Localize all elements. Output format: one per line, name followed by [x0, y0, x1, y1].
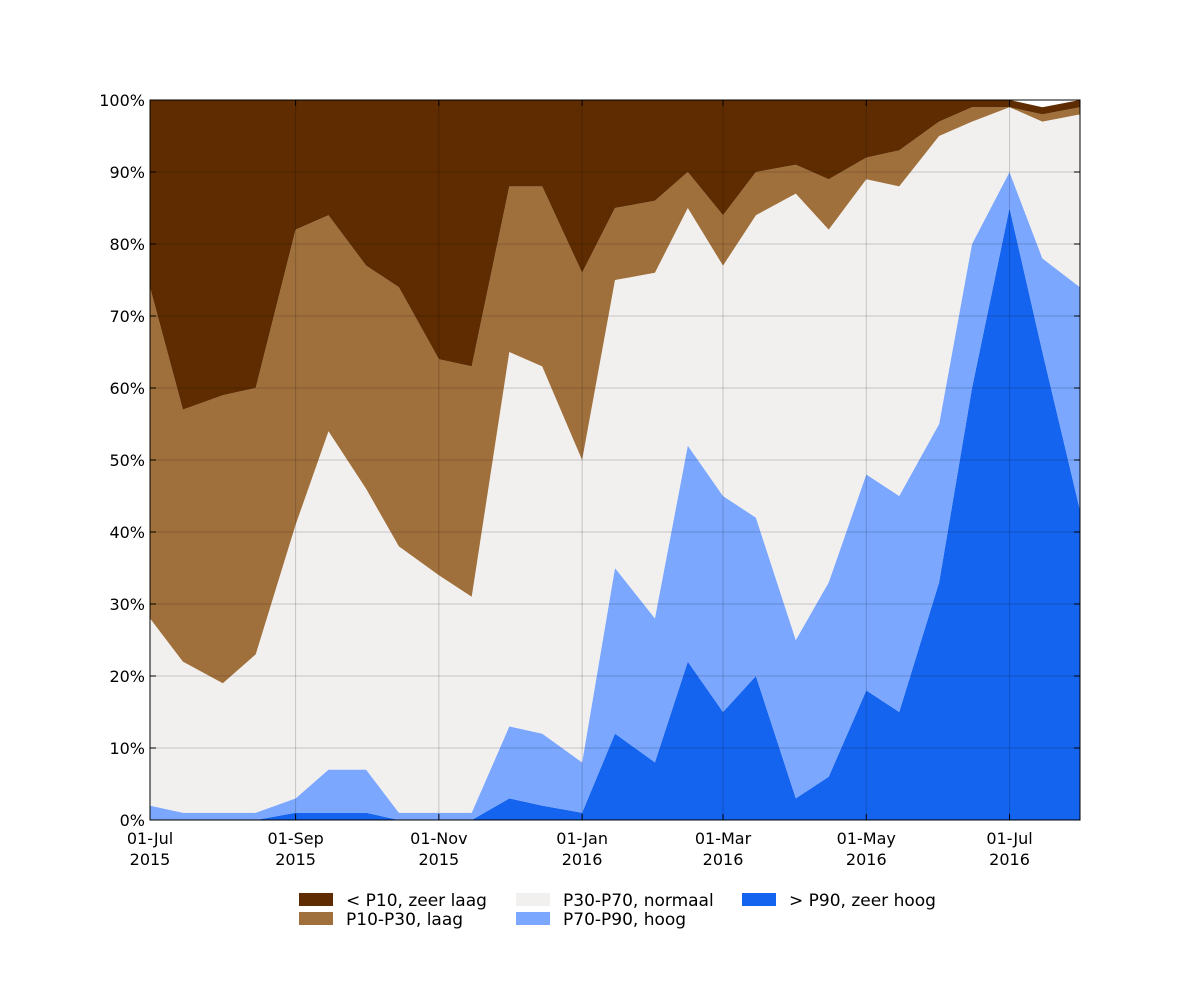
y-tick-label: 100%	[99, 91, 145, 110]
legend-swatch	[516, 893, 550, 906]
legend-label: P70-P90, hoog	[563, 910, 686, 930]
legend-label: P10-P30, laag	[346, 910, 463, 930]
legend-item-p90-zeer-hoog: > P90, zeer hoog	[742, 891, 936, 911]
legend-swatch	[742, 893, 776, 906]
axis-ticks: 0% 10% 20% 30% 40% 50% 60% 70% 80% 90% 100% 01-Jul 2…	[99, 91, 1080, 869]
x-tick-label: 01-Mar 2016	[695, 829, 752, 869]
series-area-p70-p90-hoog	[150, 172, 1080, 820]
legend-label: < P10, zeer laag	[346, 891, 487, 911]
y-tick-label: 10%	[109, 739, 145, 758]
series-area-p10-p30-laag	[150, 107, 1080, 684]
legend-swatch	[299, 893, 333, 906]
x-tick-label: 01-Jul 2015	[127, 829, 173, 869]
legend-item-p70-p90-hoog: P70-P90, hoog	[516, 910, 686, 930]
x-tick-label: 01-Jul 2016	[986, 829, 1032, 869]
y-tick-label: 90%	[109, 163, 145, 182]
series-areas	[150, 100, 1080, 820]
legend-swatch	[299, 912, 333, 925]
x-tick-label: 01-May 2016	[837, 829, 896, 869]
legend-label: P30-P70, normaal	[563, 891, 714, 911]
y-tick-label: 30%	[109, 595, 145, 614]
legend-item-p30-p70-normaal: P30-P70, normaal	[516, 891, 714, 911]
x-tick-label: 01-Nov 2015	[410, 829, 467, 869]
legend-swatch	[516, 912, 550, 925]
x-tick-label: 01-Jan 2016	[556, 829, 608, 869]
x-tick-label: 01-Sep 2015	[267, 829, 323, 869]
series-area-p30-p70-normaal	[150, 107, 1080, 813]
y-tick-label: 60%	[109, 379, 145, 398]
y-tick-label: 20%	[109, 667, 145, 686]
series-area-p90-zeer-hoog	[150, 208, 1080, 820]
y-tick-label: 80%	[109, 235, 145, 254]
series-area-p10-zeer-laag	[150, 100, 1080, 410]
y-tick-label: 70%	[109, 307, 145, 326]
legend-item-p10-p30-laag: P10-P30, laag	[299, 910, 463, 930]
legend-label: > P90, zeer hoog	[789, 891, 936, 911]
legend-item-p10-zeer-laag: < P10, zeer laag	[299, 891, 487, 911]
y-tick-label: 0%	[120, 811, 145, 830]
y-tick-label: 50%	[109, 451, 145, 470]
y-tick-label: 40%	[109, 523, 145, 542]
